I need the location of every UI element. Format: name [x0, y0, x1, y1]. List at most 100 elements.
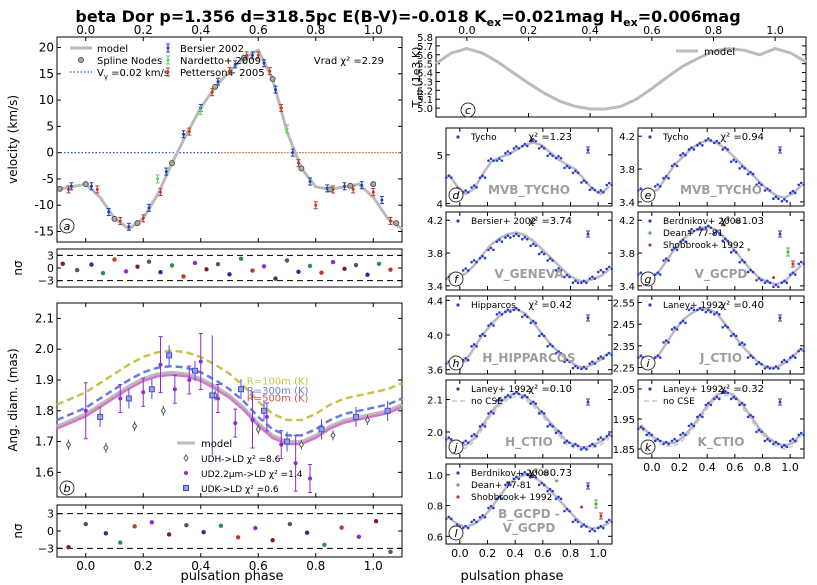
photometry-point: [760, 278, 763, 282]
xtick-label: 0.2: [479, 547, 497, 560]
photometry-point-alt: [580, 505, 584, 509]
photometry-point: [548, 487, 552, 491]
residual-point: [118, 540, 123, 545]
legend-entry: Berdnikov+ 2008: [663, 217, 741, 227]
xtick-label: 0.8: [754, 461, 772, 474]
ud-22-point: [187, 377, 192, 382]
legend-entry: Tycho: [662, 133, 689, 143]
photometry-point: [495, 399, 499, 402]
photometry-point: [554, 269, 558, 272]
petterson-point: [279, 106, 283, 110]
photometry-point: [802, 262, 806, 266]
residual-point: [100, 270, 106, 276]
photometry-point: [481, 332, 484, 336]
photometry-point: [529, 139, 533, 143]
photometry-point: [444, 176, 448, 179]
legend-errorbar: [586, 148, 590, 152]
residual-point: [339, 525, 344, 530]
photometry-point: [551, 489, 554, 493]
photometry-point: [780, 281, 784, 285]
photometry-point: [478, 515, 482, 519]
photometry-point: [717, 141, 721, 145]
xtick-label-top: 1.0: [364, 23, 383, 37]
photometry-point: [636, 427, 640, 431]
photometry-point: [571, 171, 575, 175]
photometry-point: [658, 439, 662, 443]
panel-letter: h: [453, 357, 460, 370]
xtick-label-top: 0.0: [76, 23, 95, 37]
panel-a-residuals-frame: [56, 248, 403, 288]
xtick-label: 0.6: [249, 559, 268, 573]
photometry-point: [472, 184, 476, 187]
photometry-point: [740, 341, 744, 345]
photometry-point: [726, 391, 730, 395]
bersier-point: [164, 170, 168, 174]
photometry-point: [596, 270, 600, 274]
photometry-point: [512, 308, 516, 312]
band-label: V_GCPD: [695, 267, 748, 282]
photometry-point: [729, 160, 733, 164]
photometry-point: [723, 324, 727, 327]
photometry-point: [681, 431, 685, 435]
photometry-point: [777, 442, 780, 446]
photometry-point: [755, 362, 758, 366]
photometry-point: [540, 145, 543, 148]
photometry-point: [780, 199, 784, 203]
photometry-point: [506, 150, 510, 153]
photometry-point: [679, 153, 682, 157]
legend-swatch: [648, 135, 652, 139]
residual-point: [296, 269, 301, 274]
ytick-label: 0.6: [427, 532, 443, 543]
photometry-point: [599, 268, 603, 272]
photometry-point: [515, 390, 518, 394]
photometry-point: [509, 483, 512, 487]
ytick-label: 2.0: [35, 342, 54, 356]
photometry-point: [743, 343, 746, 346]
photometry-point: [520, 144, 524, 148]
panel-letter-circle: [640, 271, 656, 287]
photometry-point: [531, 400, 535, 404]
legend-errorbar: [586, 232, 590, 236]
residual-point: [227, 272, 232, 277]
chi2-annotation: Vrad χ² =2.29: [314, 56, 384, 67]
ud-k-point: [97, 413, 104, 420]
photometry-point: [568, 441, 571, 444]
ytick-label: 1.9: [35, 373, 54, 387]
photometry-point: [746, 270, 750, 274]
chi2-annotation: χ² =0.40: [720, 300, 764, 311]
photometry-point: [757, 277, 761, 280]
photometry-point: [774, 440, 778, 444]
photometry-point: [698, 142, 702, 145]
ytick-label: 2.25: [613, 364, 635, 375]
residual-point: [353, 262, 359, 268]
photometry-point: [495, 240, 499, 243]
photometry-point: [601, 438, 605, 441]
photometry-point: [563, 441, 566, 444]
photometry-point: [591, 186, 594, 190]
ytick-label: 5.6: [417, 51, 433, 62]
panel-letter: k: [645, 441, 652, 454]
xtick-label-top: 0.2: [520, 24, 538, 37]
photometry-point: [599, 355, 603, 358]
photometry-point: [444, 517, 448, 521]
photometry-point: [596, 526, 600, 530]
ytick-label: 5.4: [417, 69, 433, 80]
legend-swatch: [456, 387, 460, 391]
spline-node: [56, 185, 63, 192]
photometry-point: [601, 191, 605, 194]
photometry-point: [492, 324, 495, 327]
photometry-point: [520, 315, 524, 319]
photometry-point: [568, 360, 571, 364]
photometry-point: [540, 481, 543, 485]
panel-letter: b: [64, 482, 71, 495]
spline-node: [169, 160, 175, 167]
photometry-point: [470, 186, 473, 189]
photometry-point: [582, 446, 586, 449]
photometry-point: [793, 439, 797, 443]
photometry-point: [785, 281, 789, 285]
ytick-label: 3: [47, 249, 54, 262]
photometry-point: [636, 356, 640, 359]
photometry-point: [751, 172, 755, 176]
ud-h-point: [160, 406, 166, 415]
photometry-point: [670, 248, 674, 252]
